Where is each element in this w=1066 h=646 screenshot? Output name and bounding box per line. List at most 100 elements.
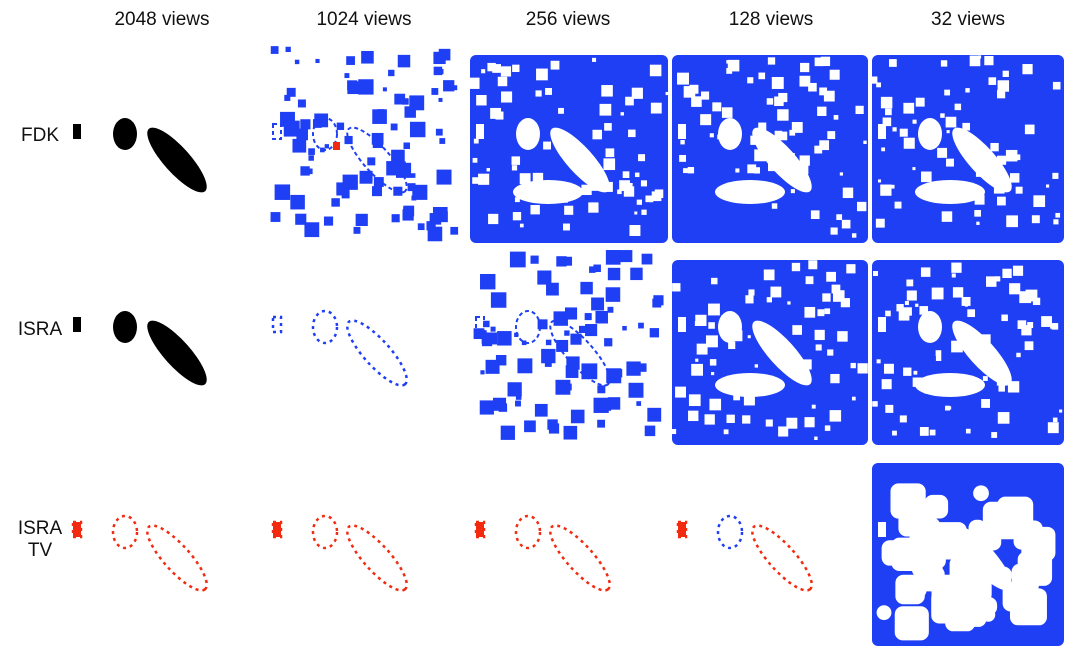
gap xyxy=(973,485,989,501)
speckle xyxy=(606,250,621,265)
gap xyxy=(498,77,507,86)
gap xyxy=(998,412,1010,424)
speckle xyxy=(597,385,605,393)
region xyxy=(113,516,137,548)
gap xyxy=(1003,71,1009,77)
gap xyxy=(706,335,718,347)
gap xyxy=(815,330,825,340)
gap xyxy=(889,60,893,64)
speckle xyxy=(541,349,555,363)
gap xyxy=(512,156,521,165)
gap xyxy=(1053,82,1061,90)
gap xyxy=(495,112,503,120)
gap xyxy=(558,108,564,114)
speckle xyxy=(539,407,546,414)
gap xyxy=(715,373,785,397)
speckle xyxy=(391,150,405,164)
gap xyxy=(695,315,706,326)
gap xyxy=(937,148,947,158)
gap xyxy=(551,61,560,70)
gap xyxy=(683,168,688,173)
gap xyxy=(709,399,721,411)
gap xyxy=(592,130,602,140)
speckle xyxy=(361,51,374,64)
gap xyxy=(984,56,993,65)
gap xyxy=(951,263,961,273)
speckle xyxy=(331,198,339,206)
gap xyxy=(966,429,971,434)
row-label: ISRA xyxy=(18,518,63,539)
gap xyxy=(991,432,997,438)
gap xyxy=(920,427,929,436)
speckle xyxy=(426,221,435,230)
gap xyxy=(726,60,729,63)
gap xyxy=(476,95,486,105)
region xyxy=(516,118,540,150)
speckle xyxy=(360,171,373,184)
gap xyxy=(990,143,998,151)
region xyxy=(139,120,215,200)
region xyxy=(718,311,742,343)
region xyxy=(878,317,886,332)
column-header: 32 views xyxy=(931,9,1005,30)
gap xyxy=(1032,215,1040,223)
gap xyxy=(651,103,662,114)
gap xyxy=(914,371,918,375)
gap xyxy=(882,540,907,565)
gap xyxy=(1046,184,1049,187)
speckle xyxy=(597,420,605,428)
gap xyxy=(764,269,775,280)
speckle xyxy=(547,419,557,429)
gap xyxy=(819,140,829,150)
gap xyxy=(852,233,856,237)
gap xyxy=(617,190,622,195)
gap xyxy=(955,104,961,110)
speckle xyxy=(491,327,496,332)
speckle xyxy=(308,148,315,155)
gap xyxy=(906,279,913,286)
gap xyxy=(708,322,715,329)
speckle xyxy=(418,223,425,230)
panel xyxy=(73,118,215,200)
speckle xyxy=(593,265,600,272)
region xyxy=(718,516,742,548)
speckle xyxy=(354,227,361,234)
gap xyxy=(895,606,929,640)
gap xyxy=(827,349,833,355)
gap xyxy=(967,309,975,317)
gap xyxy=(701,91,709,99)
speckle xyxy=(614,369,622,377)
gap xyxy=(1055,213,1060,218)
gap xyxy=(885,405,893,413)
gap xyxy=(535,90,541,96)
speckle xyxy=(480,400,494,414)
region xyxy=(339,518,415,598)
row-label: ISRA xyxy=(18,319,63,340)
gap xyxy=(880,185,891,196)
gap xyxy=(770,287,781,298)
gap xyxy=(675,387,686,398)
speckle xyxy=(581,363,597,379)
speckle xyxy=(308,155,313,160)
speckle xyxy=(433,52,445,64)
gap xyxy=(545,88,552,95)
gap xyxy=(1027,322,1033,328)
panel xyxy=(271,46,459,241)
gap xyxy=(851,363,856,368)
speckle xyxy=(392,214,400,222)
speckle xyxy=(648,413,652,417)
speckle xyxy=(481,283,486,288)
gap xyxy=(912,547,943,578)
gap xyxy=(895,202,902,209)
speckle xyxy=(398,55,410,67)
gap xyxy=(837,331,847,341)
gap xyxy=(501,66,511,76)
gap xyxy=(758,73,765,80)
gap xyxy=(635,173,639,177)
speckle xyxy=(402,98,408,104)
gap xyxy=(728,342,735,349)
figure: 2048 views1024 views256 views128 views32… xyxy=(0,0,1066,646)
speckle xyxy=(284,121,300,137)
region xyxy=(73,317,81,332)
gap xyxy=(1052,173,1058,179)
